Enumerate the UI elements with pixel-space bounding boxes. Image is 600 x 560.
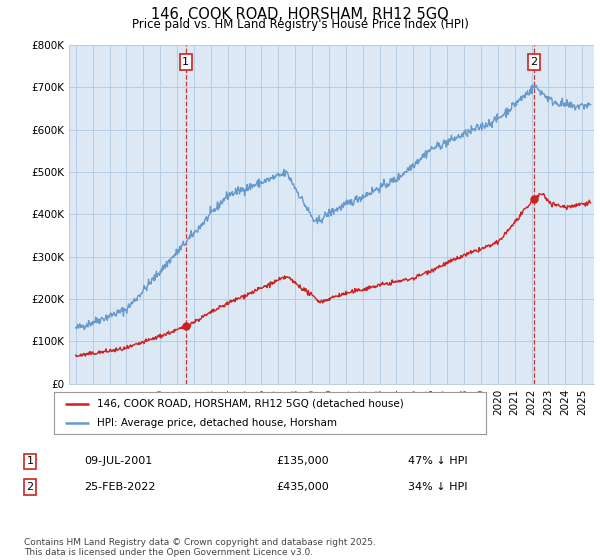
Text: 34% ↓ HPI: 34% ↓ HPI [408,482,467,492]
Text: 146, COOK ROAD, HORSHAM, RH12 5GQ (detached house): 146, COOK ROAD, HORSHAM, RH12 5GQ (detac… [97,399,404,409]
Text: Contains HM Land Registry data © Crown copyright and database right 2025.
This d: Contains HM Land Registry data © Crown c… [24,538,376,557]
Text: HPI: Average price, detached house, Horsham: HPI: Average price, detached house, Hors… [97,418,337,428]
Text: 146, COOK ROAD, HORSHAM, RH12 5GQ: 146, COOK ROAD, HORSHAM, RH12 5GQ [151,7,449,22]
Text: 2: 2 [26,482,34,492]
Text: 25-FEB-2022: 25-FEB-2022 [84,482,155,492]
Text: 1: 1 [182,57,190,67]
Text: 1: 1 [26,456,34,466]
Text: £435,000: £435,000 [276,482,329,492]
Text: 47% ↓ HPI: 47% ↓ HPI [408,456,467,466]
Text: 09-JUL-2001: 09-JUL-2001 [84,456,152,466]
Text: Price paid vs. HM Land Registry's House Price Index (HPI): Price paid vs. HM Land Registry's House … [131,18,469,31]
Text: 2: 2 [530,57,538,67]
Text: £135,000: £135,000 [276,456,329,466]
